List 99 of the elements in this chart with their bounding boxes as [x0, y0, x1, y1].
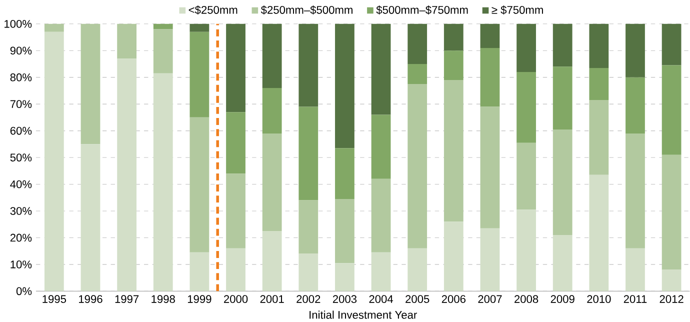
bar: [408, 24, 428, 64]
x-tick-label: 2008: [514, 294, 538, 303]
bar: [589, 174, 609, 291]
y-tick-label: 0%: [16, 287, 32, 295]
bar: [335, 148, 354, 199]
x-tick-label: 2006: [442, 294, 466, 303]
y-tick-label: 20%: [10, 234, 32, 242]
bar: [480, 228, 500, 291]
x-tick-label: 2009: [550, 294, 574, 303]
bar: [444, 24, 464, 50]
y-tick-label: 90%: [10, 46, 32, 54]
bar: [226, 173, 246, 248]
bar: [408, 64, 428, 84]
bar: [516, 24, 536, 72]
x-tick-label: 1996: [79, 294, 102, 303]
bar: [516, 72, 536, 143]
bar: [552, 66, 572, 130]
y-tick-label: 40%: [10, 180, 32, 188]
bar: [589, 68, 609, 100]
y-tick-label: 60%: [10, 126, 32, 134]
bar: [262, 88, 282, 134]
bar: [480, 48, 500, 107]
x-tick-label: 2005: [406, 294, 430, 303]
y-tick-label: 70%: [10, 100, 32, 108]
bar: [516, 209, 536, 291]
bar: [444, 221, 464, 291]
bar: [589, 24, 609, 68]
x-tick-label: 2012: [660, 294, 684, 303]
bar: [408, 248, 428, 291]
bar: [153, 24, 173, 29]
y-tick-label: 50%: [10, 153, 32, 162]
y-tick-label: 80%: [10, 73, 32, 82]
bar: [371, 114, 391, 179]
bar: [335, 24, 354, 148]
bar: [190, 24, 210, 32]
bar: [153, 28, 173, 74]
bar: [190, 117, 210, 252]
bar: [662, 65, 682, 155]
bar: [444, 50, 464, 80]
bar: [262, 133, 282, 231]
bar: [262, 230, 282, 291]
bar: [480, 106, 500, 228]
x-tick-label: 2001: [260, 294, 284, 303]
bar: [589, 100, 609, 175]
legend-label: ≥ $750mm: [492, 5, 543, 14]
bar: [226, 112, 246, 174]
x-tick-label: 2010: [587, 294, 611, 303]
x-tick-label: 2003: [332, 294, 357, 303]
bar: [662, 24, 682, 66]
bar: [335, 198, 354, 263]
bar: [226, 24, 246, 112]
bar: [80, 24, 100, 144]
bar: [226, 248, 246, 291]
bar: [371, 24, 391, 115]
y-tick-label: 30%: [10, 206, 32, 215]
bar: [298, 254, 318, 291]
y-tick-label: 100%: [4, 20, 32, 28]
x-tick-label: 2007: [478, 294, 502, 303]
bar: [153, 73, 173, 291]
bar: [408, 84, 428, 248]
x-tick-label: 2011: [624, 294, 647, 303]
bar: [44, 32, 64, 291]
bar: [190, 252, 210, 291]
bar: [298, 200, 318, 254]
bar: [335, 262, 354, 291]
x-tick-label: 2004: [369, 294, 394, 303]
y-tick-label: 10%: [10, 260, 32, 268]
bar: [662, 270, 682, 291]
x-tick-label: 1999: [188, 294, 212, 303]
x-tick-label: 1998: [152, 294, 175, 303]
legend-label: $500mm–$750mm: [376, 5, 468, 14]
bar: [552, 24, 572, 66]
bar: [626, 248, 645, 291]
bar: [298, 106, 318, 200]
bar: [626, 133, 645, 248]
bar: [371, 252, 391, 291]
bar: [552, 129, 572, 235]
x-axis-title: Initial Investment Year: [310, 310, 417, 319]
bar: [117, 24, 136, 58]
bar: [626, 24, 645, 78]
legend-label: $250mm–$500mm: [260, 5, 352, 14]
bar: [444, 80, 464, 222]
x-tick-label: 1997: [115, 294, 139, 303]
x-tick-label: 2002: [296, 294, 320, 303]
bar: [516, 142, 536, 210]
bar: [552, 234, 572, 291]
bar: [262, 24, 282, 88]
bar: [626, 77, 645, 134]
bar: [80, 144, 100, 291]
bar: [190, 32, 210, 118]
bar: [44, 24, 64, 32]
legend-label: <$250mm: [188, 5, 238, 14]
bar: [371, 178, 391, 252]
bar: [480, 24, 500, 48]
bar: [117, 58, 136, 291]
x-tick-label: 2000: [224, 294, 248, 303]
x-tick-label: 1995: [42, 294, 66, 303]
bar: [298, 24, 318, 107]
bar: [662, 154, 682, 270]
